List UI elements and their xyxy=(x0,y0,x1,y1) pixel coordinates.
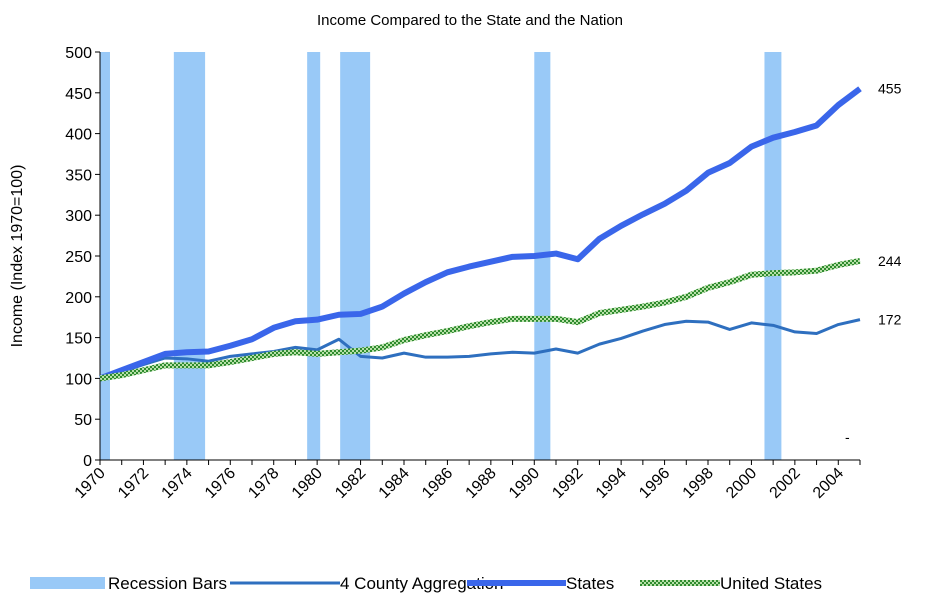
y-tick-label: 200 xyxy=(65,290,92,307)
x-tick-label: 1988 xyxy=(462,465,499,502)
x-tick-label: 1986 xyxy=(419,465,456,502)
series-line xyxy=(98,86,862,382)
x-tick-label: 1982 xyxy=(332,465,369,502)
y-tick-label: 450 xyxy=(65,86,92,103)
annotation: - xyxy=(845,429,850,445)
legend-label: Recession Bars xyxy=(108,574,227,593)
x-tick-label: 1980 xyxy=(289,465,326,502)
recession-bar xyxy=(340,52,371,460)
x-tick-label: 1994 xyxy=(593,465,630,502)
legend-label: States xyxy=(566,574,614,593)
y-tick-label: 50 xyxy=(74,412,92,429)
y-tick-label: 300 xyxy=(65,208,92,225)
x-tick-label: 2000 xyxy=(723,465,760,502)
x-tick-label: 2004 xyxy=(810,465,847,502)
x-tick-label: 2002 xyxy=(766,465,803,502)
recession-bar xyxy=(100,52,110,460)
y-axis-label: Income (Index 1970=100) xyxy=(9,165,26,348)
y-tick-label: 250 xyxy=(65,249,92,266)
x-tick-label: 1978 xyxy=(245,465,282,502)
x-tick-label: 1992 xyxy=(549,465,586,502)
x-tick-label: 1972 xyxy=(115,465,152,502)
x-tick-label: 1990 xyxy=(506,465,543,502)
recession-bar xyxy=(173,52,206,460)
end-label: 244 xyxy=(878,253,902,269)
legend-label: 4 County Aggregation xyxy=(340,574,504,593)
y-tick-label: 350 xyxy=(65,167,92,184)
y-tick-label: 0 xyxy=(83,453,92,470)
series-line xyxy=(99,257,861,382)
y-tick-label: 500 xyxy=(65,45,92,62)
chart-title: Income Compared to the State and the Nat… xyxy=(317,12,623,29)
y-tick-label: 100 xyxy=(65,371,92,388)
end-label: 455 xyxy=(878,81,902,97)
series-line xyxy=(99,318,861,380)
legend-label: United States xyxy=(720,574,822,593)
y-tick-label: 400 xyxy=(65,127,92,144)
legend-swatch xyxy=(30,577,105,589)
y-tick-label: 150 xyxy=(65,331,92,348)
x-tick-label: 1984 xyxy=(376,465,413,502)
x-tick-label: 1974 xyxy=(158,465,195,502)
recession-bar xyxy=(764,52,782,460)
x-tick-label: 1998 xyxy=(680,465,717,502)
end-label: 172 xyxy=(878,312,902,328)
x-tick-label: 1970 xyxy=(72,465,109,502)
recession-bar xyxy=(307,52,321,460)
x-tick-label: 1996 xyxy=(636,465,673,502)
x-tick-label: 1976 xyxy=(202,465,239,502)
